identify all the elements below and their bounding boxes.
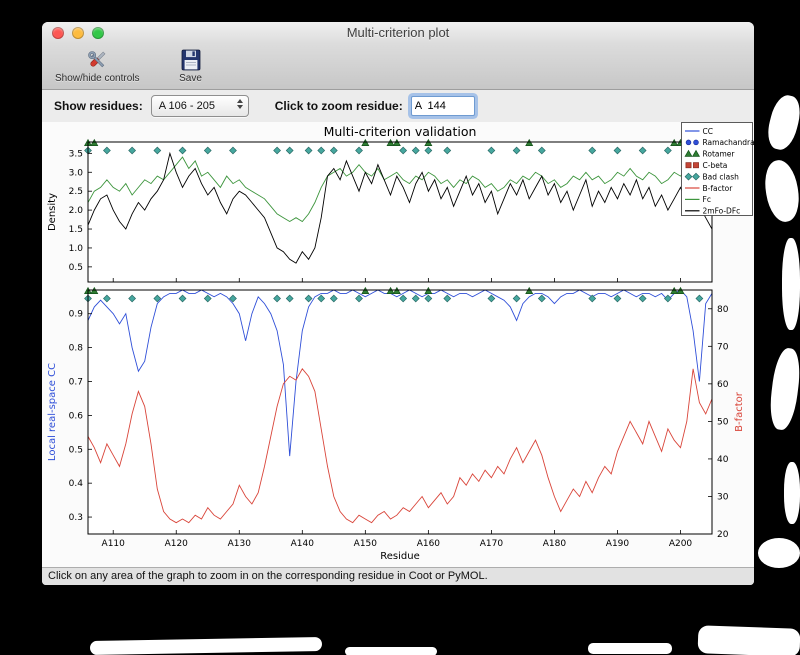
residue-tick-label: A190	[606, 539, 630, 549]
residue-range-select[interactable]: A 106 - 205	[150, 95, 249, 117]
white-artifact	[588, 643, 672, 654]
bfactor-tick-label: 40	[717, 455, 729, 465]
bfactor-tick-label: 20	[717, 530, 729, 540]
density-tick-label: 1.0	[69, 244, 84, 254]
stepper-arrows-icon	[236, 99, 243, 109]
white-artifact	[89, 636, 323, 655]
Fc-line	[88, 156, 712, 223]
legend: CC Ramachandran Rotamer C-beta Bad clash B-fa…	[681, 122, 755, 216]
white-artifact	[763, 92, 800, 153]
residue-tick-label: A180	[543, 539, 567, 549]
bfactor-axis-label: B-factor	[734, 391, 745, 432]
save-label: Save	[179, 73, 202, 84]
legend-label: 2mFo-DFc	[703, 207, 741, 216]
residue-tick-label: A160	[417, 539, 441, 549]
B-factor-line	[88, 368, 712, 524]
white-artifact	[697, 625, 800, 655]
white-artifact	[784, 462, 800, 524]
controls-bar: Show residues: A 106 - 205 Click to zoom…	[42, 90, 754, 122]
density-tick-label: 1.5	[69, 225, 83, 235]
residue-tick-label: A130	[228, 539, 252, 549]
close-button[interactable]	[52, 27, 64, 39]
density-tick-label: 0.5	[69, 263, 83, 273]
show-residues-label: Show residues:	[54, 99, 143, 113]
status-text: Click on any area of the graph to zoom i…	[48, 570, 488, 582]
cc-tick-label: 0.8	[69, 344, 84, 354]
residue-tick-label: A200	[669, 539, 693, 549]
density-tick-label: 2.0	[69, 206, 84, 216]
white-artifact	[758, 538, 800, 568]
residue-tick-label: A120	[165, 539, 189, 549]
figure-svg[interactable]: 0.5 1.0 1.5 2.0 2.5 3.0 3.5 0.3 0.4 0.5 0.6 0.7 0.8 0…	[42, 122, 754, 567]
bfactor-tick-label: 80	[717, 305, 729, 315]
save-icon	[178, 48, 204, 72]
density-tick-label: 2.5	[69, 187, 83, 197]
zoom-button[interactable]	[92, 27, 104, 39]
plot-area[interactable]: 0.5 1.0 1.5 2.0 2.5 3.0 3.5 0.3 0.4 0.5 0.6 0.7 0.8 0…	[42, 122, 754, 567]
chart-title: Multi-criterion validation	[324, 124, 477, 139]
legend-label: Bad clash	[703, 172, 740, 181]
cc-tick-label: 0.5	[69, 445, 83, 455]
cc-tick-label: 0.4	[69, 479, 84, 489]
legend-label: Ramachandran	[703, 138, 755, 147]
bfactor-tick-label: 50	[717, 417, 729, 427]
traffic-lights	[52, 27, 104, 39]
white-artifact	[782, 238, 800, 330]
bfactor-tick-label: 70	[717, 342, 729, 352]
show-hide-controls-button[interactable]: Show/hide controls	[50, 47, 145, 85]
legend-label: Rotamer	[703, 150, 736, 159]
residue-tick-label: A150	[354, 539, 378, 549]
bfactor-tick-label: 30	[717, 492, 729, 502]
residue-tick-label: A170	[480, 539, 504, 549]
multi-criterion-plot-window: Multi-criterion plot S	[42, 22, 754, 585]
zoom-residue-label: Click to zoom residue:	[274, 99, 403, 113]
x-axis-label: Residue	[380, 551, 419, 562]
bfactor-tick-label: 60	[717, 380, 729, 390]
legend-label: Fc	[703, 195, 711, 204]
status-bar: Click on any area of the graph to zoom i…	[42, 567, 754, 585]
minimize-button[interactable]	[72, 27, 84, 39]
cc-tick-label: 0.9	[69, 310, 84, 320]
residue-tick-label: A110	[102, 539, 126, 549]
cc-tick-label: 0.6	[69, 411, 84, 421]
legend-label: C-beta	[703, 161, 728, 170]
density-tick-label: 3.0	[69, 168, 84, 178]
show-hide-controls-label: Show/hide controls	[55, 73, 140, 84]
density-tick-label: 3.5	[69, 149, 83, 159]
white-artifact	[345, 647, 437, 655]
2mFo-DFc-line	[88, 151, 712, 264]
window-title: Multi-criterion plot	[346, 25, 450, 40]
residue-tick-label: A140	[291, 539, 315, 549]
tools-icon	[84, 48, 110, 72]
save-button[interactable]: Save	[173, 47, 209, 85]
density-axes	[88, 142, 712, 282]
white-artifact	[761, 157, 800, 225]
legend-label: B-factor	[703, 184, 734, 193]
cc-axis-label: Local real-space CC	[47, 363, 58, 461]
density-axis-label: Density	[47, 193, 58, 231]
residue-range-value: A 106 - 205	[158, 100, 215, 112]
cc-tick-label: 0.3	[69, 513, 83, 523]
zoom-residue-input[interactable]	[410, 96, 475, 116]
cc-tick-label: 0.7	[69, 378, 83, 388]
white-artifact	[767, 346, 800, 432]
toolbar: Show/hide controls Save	[42, 44, 754, 90]
window-titlebar[interactable]: Multi-criterion plot	[42, 22, 754, 44]
cc-bfactor-axes	[88, 290, 712, 534]
CC-line	[88, 290, 712, 457]
legend-label: CC	[703, 127, 713, 136]
